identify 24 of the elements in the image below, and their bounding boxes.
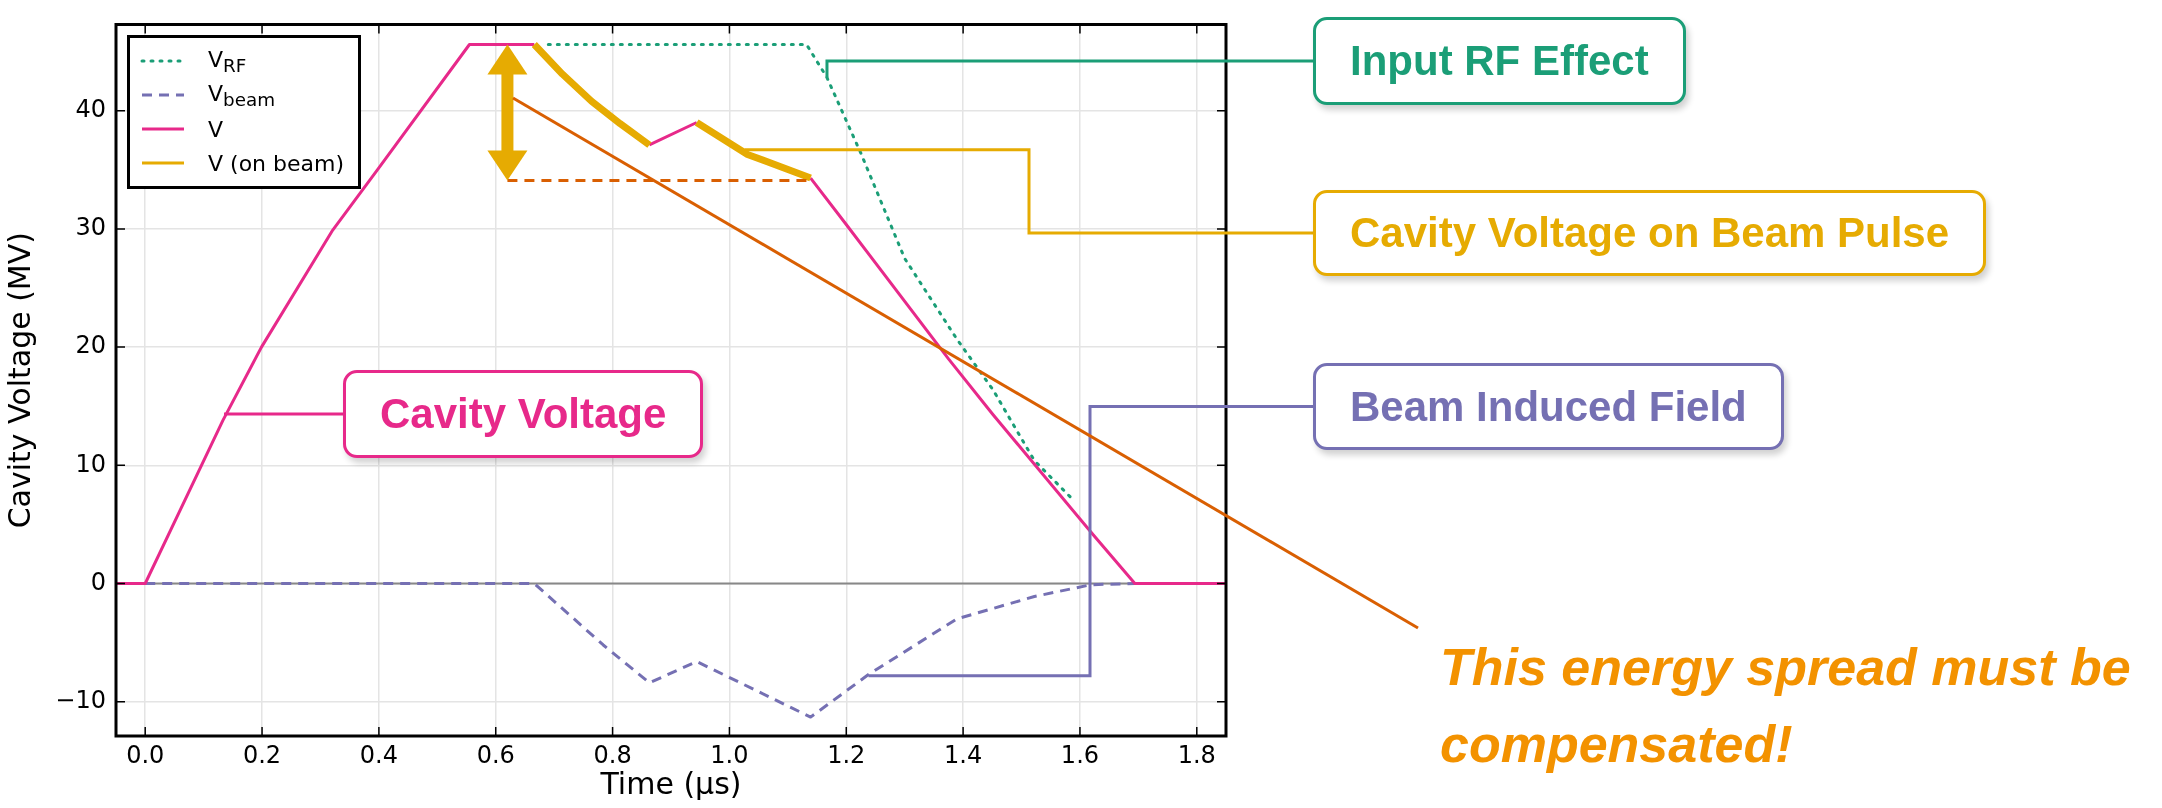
y-axis-title: Cavity Voltage (MV) bbox=[1, 232, 37, 529]
y-tick-label: 40 bbox=[75, 94, 106, 123]
y-tick-label: 30 bbox=[75, 213, 106, 242]
x-tick-label: 0.4 bbox=[359, 740, 398, 769]
legend-label: V (on beam) bbox=[208, 150, 345, 176]
annotation: Cavity Voltage on Beam Pulse bbox=[1313, 190, 1987, 276]
legend-label: V$_{RF}$ bbox=[208, 46, 247, 77]
x-tick-label: 1.4 bbox=[944, 740, 983, 769]
x-tick-label: 1.2 bbox=[827, 740, 866, 769]
y-tick-label: 0 bbox=[90, 567, 106, 596]
x-tick-label: 0.2 bbox=[242, 740, 282, 769]
annotation: Beam Induced Field bbox=[1313, 363, 1784, 450]
annotation: Input RF Effect bbox=[1313, 17, 1686, 105]
y-tick-label: 10 bbox=[75, 449, 106, 478]
y-tick-label: 20 bbox=[75, 331, 106, 360]
annotation: Cavity Voltage bbox=[343, 370, 704, 458]
x-tick-label: 1.6 bbox=[1060, 740, 1100, 769]
text: This energy spread must be compensated! bbox=[1440, 637, 2132, 775]
x-tick-label: 1.8 bbox=[1177, 740, 1216, 769]
legend-label: V bbox=[208, 116, 224, 142]
x-tick-label: 0.6 bbox=[476, 740, 515, 769]
legend-label: V$_{beam}$ bbox=[208, 80, 276, 111]
x-tick-label: 0.0 bbox=[126, 740, 165, 769]
y-tick-label: −10 bbox=[55, 685, 106, 714]
